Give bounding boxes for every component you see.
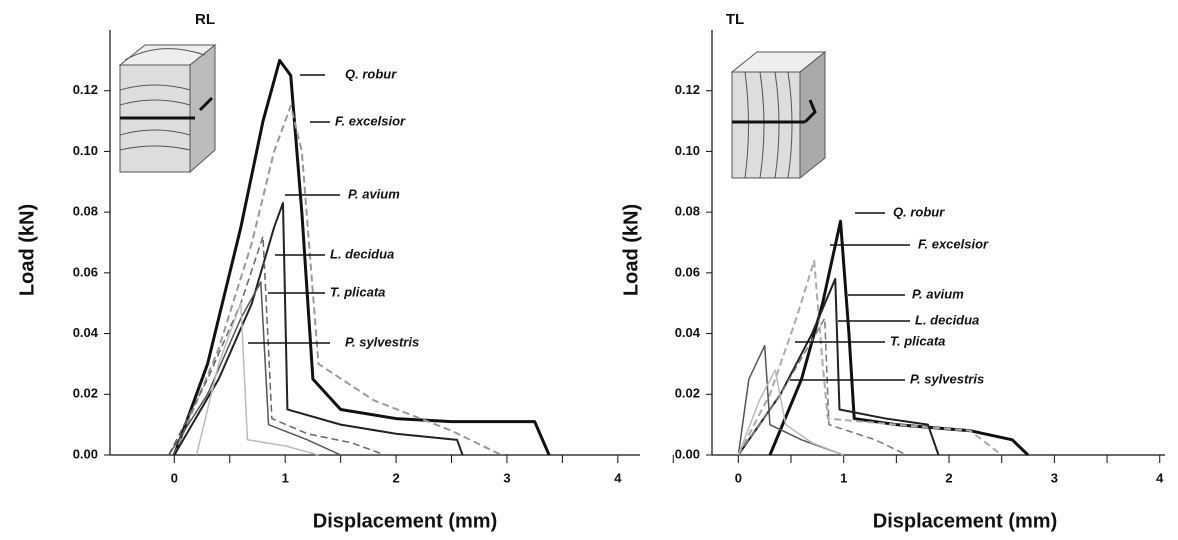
y-tick-label: 0.00: [73, 446, 98, 461]
x-tick-label: 2: [392, 470, 399, 485]
x-axis-title: Displacement (mm): [313, 510, 498, 532]
x-tick-label: 1: [840, 470, 847, 485]
series-label: Q. robur: [345, 66, 397, 81]
load-curve: [168, 235, 386, 456]
series-label: Q. robur: [893, 204, 945, 219]
x-tick-label: 4: [1156, 470, 1164, 485]
y-tick-label: 0.12: [73, 82, 98, 97]
x-tick-label: 1: [282, 470, 289, 485]
load-curve: [168, 281, 341, 456]
y-tick-label: 0.06: [675, 264, 700, 279]
series-label: P. sylvestris: [345, 334, 419, 349]
panel-title: TL: [726, 11, 744, 28]
x-tick-label: 4: [614, 470, 622, 485]
y-tick-label: 0.02: [675, 386, 700, 401]
load-curve: [173, 104, 502, 456]
y-tick-label: 0.10: [73, 143, 98, 158]
y-tick-label: 0.06: [73, 264, 98, 279]
y-axis-title: Load (kN): [620, 204, 642, 296]
x-tick-label: 3: [503, 470, 510, 485]
y-tick-label: 0.02: [73, 386, 98, 401]
x-tick-label: 3: [1051, 470, 1058, 485]
y-tick-label: 0.08: [675, 204, 700, 219]
series-label: P. avium: [348, 186, 400, 201]
series-label: F. excelsior: [335, 113, 406, 128]
series-label: L. decidua: [915, 312, 979, 327]
tl-specimen-sketch: [730, 50, 827, 180]
series-label: P. avium: [912, 286, 964, 301]
y-tick-label: 0.12: [675, 82, 700, 97]
y-tick-label: 0.04: [675, 325, 701, 340]
y-tick-label: 0.10: [675, 143, 700, 158]
series-label: L. decidua: [330, 246, 394, 261]
series-label: F. excelsior: [918, 236, 989, 251]
y-axis-title: Load (kN): [16, 204, 38, 296]
x-axis-title: Displacement (mm): [873, 510, 1058, 532]
y-tick-label: 0.04: [73, 325, 99, 340]
panel-title: RL: [195, 11, 215, 28]
load-curve: [172, 58, 551, 456]
series-label: P. sylvestris: [910, 371, 984, 386]
load-curve: [737, 259, 1003, 456]
series-label: T. plicata: [330, 284, 385, 299]
x-tick-label: 0: [735, 470, 742, 485]
load-curve: [173, 202, 464, 456]
load-curve: [195, 302, 319, 456]
series-label: T. plicata: [890, 333, 945, 348]
y-tick-label: 0.00: [675, 446, 700, 461]
y-tick-label: 0.08: [73, 204, 98, 219]
x-tick-label: 2: [945, 470, 952, 485]
x-tick-label: 0: [171, 470, 178, 485]
load-curve: [737, 317, 908, 456]
load-curve: [737, 277, 940, 456]
load-curve: [737, 369, 844, 456]
rl-specimen-sketch: [118, 43, 217, 174]
